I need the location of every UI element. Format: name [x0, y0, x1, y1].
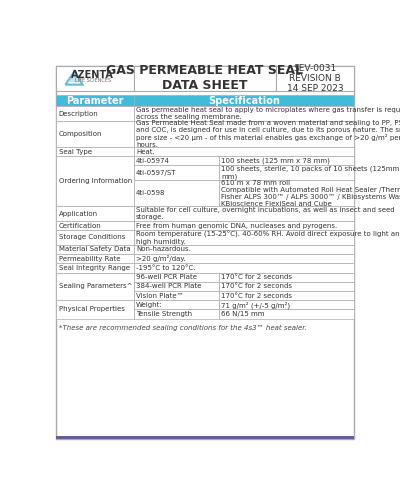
Text: Room temperature (15-25°C). 40-60% RH. Avoid direct exposure to light and
high h: Room temperature (15-25°C). 40-60% RH. A… — [136, 230, 400, 244]
Bar — [134, 264, 354, 272]
Bar — [134, 106, 354, 121]
Bar — [56, 221, 134, 230]
Bar — [134, 121, 354, 147]
Bar — [276, 66, 354, 91]
Text: Certification: Certification — [58, 222, 101, 228]
Bar — [134, 254, 354, 264]
Text: LIFE SCIENCES: LIFE SCIENCES — [74, 78, 111, 84]
Bar — [56, 436, 354, 439]
Bar — [56, 230, 134, 245]
Text: 4ti-0598: 4ti-0598 — [136, 190, 166, 196]
Text: >20 g/m²/day.: >20 g/m²/day. — [136, 255, 186, 262]
Text: Vision Plate™: Vision Plate™ — [136, 292, 184, 298]
Text: Ordering Information: Ordering Information — [58, 178, 132, 184]
Bar — [56, 254, 134, 264]
Bar — [56, 147, 134, 156]
Text: Description: Description — [58, 110, 98, 116]
Bar — [219, 272, 354, 282]
Text: Seal Type: Seal Type — [58, 148, 92, 154]
Polygon shape — [68, 73, 80, 83]
Bar — [134, 310, 219, 318]
Text: Suitable for cell culture, overnight incubations, as well as insect and seed
sto: Suitable for cell culture, overnight inc… — [136, 207, 395, 220]
Bar — [134, 66, 276, 91]
Text: -195°C to 120°C.: -195°C to 120°C. — [136, 265, 196, 271]
Bar — [219, 291, 354, 300]
Text: 96-well PCR Plate: 96-well PCR Plate — [136, 274, 197, 280]
Text: SEV-0031
REVISION B
14 SEP 2023: SEV-0031 REVISION B 14 SEP 2023 — [287, 64, 343, 94]
Text: Heat.: Heat. — [136, 148, 155, 154]
Bar — [219, 156, 354, 166]
Text: Non-hazardous.: Non-hazardous. — [136, 246, 191, 252]
Bar — [134, 272, 219, 282]
Text: GAS PERMEABLE HEAT SEAL
DATA SHEET: GAS PERMEABLE HEAT SEAL DATA SHEET — [106, 64, 304, 92]
Bar — [134, 282, 219, 291]
Bar — [219, 310, 354, 318]
Text: 170°C for 2 seconds: 170°C for 2 seconds — [221, 284, 292, 290]
Text: Gas permeable heat seal to apply to microplates where gas transfer is required
a: Gas permeable heat seal to apply to micr… — [136, 107, 400, 120]
Text: 610 m x 78 mm roll
Compatible with Automated Roll Heat Sealer /Thermo
Fisher ALP: 610 m x 78 mm roll Compatible with Autom… — [221, 180, 400, 206]
Text: Composition: Composition — [58, 131, 102, 137]
Text: 170°C for 2 seconds: 170°C for 2 seconds — [221, 292, 292, 298]
Bar — [134, 245, 354, 254]
Text: 100 sheets, sterile, 10 packs of 10 sheets (125mm x 78
mm): 100 sheets, sterile, 10 packs of 10 shee… — [221, 166, 400, 180]
Text: Sealing Parameters^: Sealing Parameters^ — [58, 284, 132, 290]
Text: 384-well PCR Plate: 384-well PCR Plate — [136, 284, 202, 290]
Text: 4ti-0597/ST: 4ti-0597/ST — [136, 170, 176, 176]
Bar — [134, 221, 354, 230]
Bar — [56, 156, 134, 206]
Text: Application: Application — [58, 210, 98, 216]
Text: Gas Permeable Heat Seal made from a woven material and sealing to PP, PS
and COC: Gas Permeable Heat Seal made from a wove… — [136, 120, 400, 148]
Bar — [134, 230, 354, 245]
Text: 4ti-05974: 4ti-05974 — [136, 158, 170, 164]
Bar — [219, 282, 354, 291]
Bar — [219, 166, 354, 180]
Bar — [134, 180, 219, 206]
Bar — [56, 106, 134, 121]
Text: *These are recommended sealing conditions for the 4s3™ heat sealer.: *These are recommended sealing condition… — [59, 325, 307, 331]
Text: Parameter: Parameter — [66, 96, 124, 106]
Bar — [56, 300, 134, 318]
Text: Tensile Strength: Tensile Strength — [136, 311, 192, 317]
Bar — [219, 180, 354, 206]
Bar — [134, 156, 219, 166]
Bar — [134, 96, 354, 106]
Text: Physical Properties: Physical Properties — [58, 306, 124, 312]
Bar — [56, 66, 134, 91]
Bar — [56, 206, 134, 221]
Text: Free from human genomic DNA, nucleases and pyrogens.: Free from human genomic DNA, nucleases a… — [136, 222, 337, 228]
Text: 170°C for 2 seconds: 170°C for 2 seconds — [221, 274, 292, 280]
Bar — [134, 300, 219, 310]
Text: Material Safety Data: Material Safety Data — [58, 246, 130, 252]
Text: AZENTA: AZENTA — [71, 70, 114, 80]
Bar — [134, 166, 219, 180]
Text: 100 sheets (125 mm x 78 mm): 100 sheets (125 mm x 78 mm) — [221, 158, 330, 164]
Bar — [56, 121, 134, 147]
Text: Storage Conditions: Storage Conditions — [58, 234, 125, 240]
Bar — [56, 264, 134, 272]
Text: 66 N/15 mm: 66 N/15 mm — [221, 311, 265, 317]
Bar — [134, 147, 354, 156]
Bar — [219, 300, 354, 310]
Bar — [56, 272, 134, 300]
Bar — [134, 291, 219, 300]
Text: 71 g/m² (+/-5 g/m²): 71 g/m² (+/-5 g/m²) — [221, 301, 290, 308]
Bar — [56, 96, 134, 106]
Text: Permeability Rate: Permeability Rate — [58, 256, 120, 262]
Text: Weight:: Weight: — [136, 302, 163, 308]
Text: Seal Integrity Range: Seal Integrity Range — [58, 265, 130, 271]
Text: Specification: Specification — [208, 96, 280, 106]
Bar — [134, 206, 354, 221]
Bar — [56, 245, 134, 254]
